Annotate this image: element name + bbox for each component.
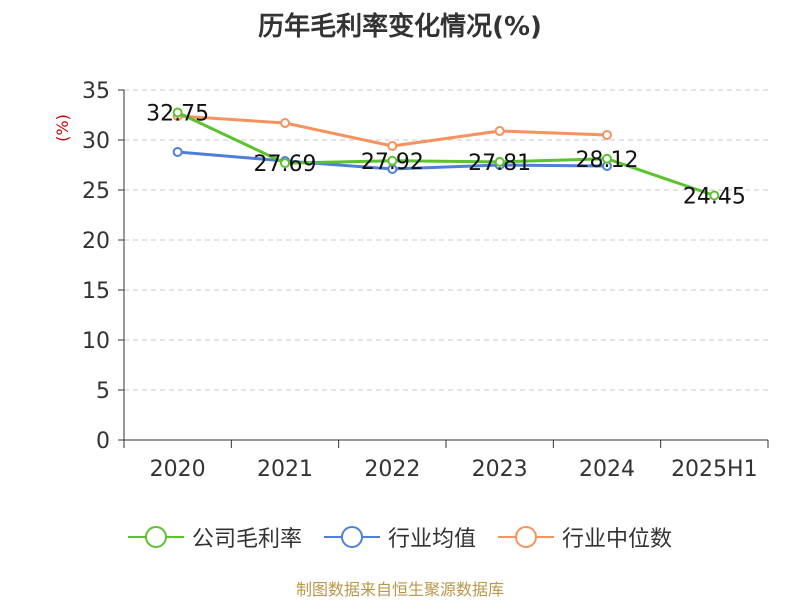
y-tick-label: 15	[82, 279, 110, 304]
data-point-company-gross-margin	[494, 156, 505, 167]
legend-item-industry-mean[interactable]: 行业均值	[323, 521, 476, 553]
y-tick-label: 30	[82, 129, 110, 154]
legend-line-circle-icon	[498, 526, 554, 548]
label-layer: 32.75 27.69 27.92 27.81 28.12 24.45	[146, 102, 746, 210]
data-point-industry-median	[494, 126, 505, 136]
grid-layer	[124, 89, 768, 391]
source-note: 制图数据来自恒生聚源数据库	[295, 580, 504, 599]
x-tick-label: 2020	[150, 457, 206, 482]
data-point-company-gross-margin	[280, 158, 290, 169]
x-tick-label: 2024	[579, 457, 635, 482]
data-label: 32.75	[146, 102, 209, 127]
data-point-company-gross-margin	[602, 153, 612, 164]
data-point-industry-mean	[172, 147, 183, 157]
x-tick-label: 2022	[364, 457, 420, 482]
data-point-industry-median	[280, 118, 290, 128]
y-axis-label: (%)	[53, 114, 72, 142]
data-label: 27.69	[254, 152, 317, 177]
y-tick-label: 0	[96, 429, 110, 454]
data-point-company-gross-margin	[387, 155, 398, 166]
axis-layer: 0 5 10 15 20 25 30 35 (%) 2020 2021 2022 2023 2024 202…	[53, 79, 769, 482]
legend: 公司毛利率 行业均值 行业中位数	[0, 520, 800, 554]
series-line-company-gross-margin	[177, 111, 715, 197]
legend-label: 公司毛利率	[191, 527, 302, 552]
data-point-industry-median	[602, 130, 612, 140]
y-tick-label: 5	[96, 379, 110, 404]
data-point-company-gross-margin	[709, 190, 720, 201]
y-tick-label: 35	[82, 79, 110, 104]
legend-label: 行业均值	[387, 527, 476, 552]
data-label: 27.92	[361, 150, 424, 175]
legend-item-company-gross-margin[interactable]: 公司毛利率	[127, 521, 302, 553]
legend-item-industry-median[interactable]: 行业中位数	[498, 521, 672, 553]
y-tick-label: 20	[82, 229, 110, 254]
chart-title: 历年毛利率变化情况(%)	[258, 12, 542, 42]
data-label: 27.81	[468, 151, 531, 176]
legend-line-circle-icon	[127, 526, 184, 548]
data-point-company-gross-margin	[172, 107, 183, 118]
y-tick-label: 10	[82, 329, 110, 354]
data-label: 28.12	[576, 148, 639, 173]
data-label: 24.45	[683, 185, 746, 210]
legend-label: 行业中位数	[562, 527, 673, 552]
x-tick-label: 2021	[257, 457, 313, 482]
y-tick-label: 25	[82, 179, 110, 204]
legend-line-circle-icon	[323, 526, 380, 548]
series-layer	[172, 107, 720, 201]
x-tick-label: 2023	[472, 457, 528, 482]
data-point-industry-median	[387, 141, 398, 151]
x-tick-label: 2025H1	[671, 457, 758, 482]
